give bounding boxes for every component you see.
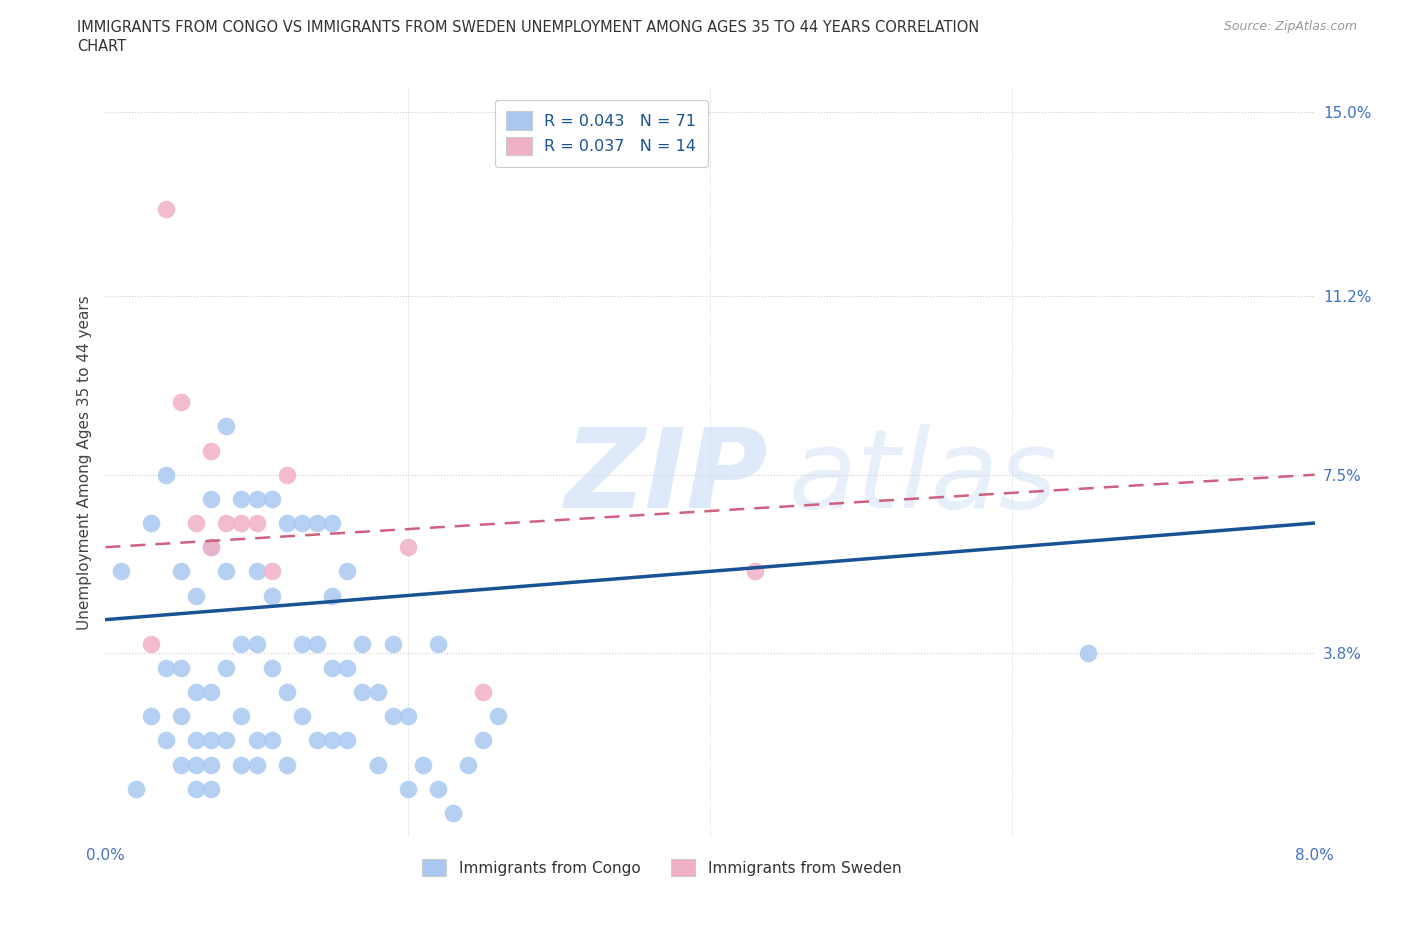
Point: [427, 781, 450, 796]
Point: [291, 636, 314, 651]
Point: [307, 636, 329, 651]
Point: [170, 564, 193, 578]
Point: [276, 757, 298, 772]
Point: [336, 660, 359, 675]
Point: [260, 588, 283, 603]
Point: [200, 491, 222, 506]
Point: [231, 709, 253, 724]
Point: [139, 515, 162, 530]
Y-axis label: Unemployment Among Ages 35 to 44 years: Unemployment Among Ages 35 to 44 years: [76, 296, 91, 630]
Point: [336, 564, 359, 578]
Point: [246, 733, 269, 748]
Point: [472, 684, 495, 699]
Point: [170, 757, 193, 772]
Point: [231, 515, 253, 530]
Point: [307, 515, 329, 530]
Point: [260, 491, 283, 506]
Point: [396, 539, 419, 554]
Text: Source: ZipAtlas.com: Source: ZipAtlas.com: [1223, 20, 1357, 33]
Point: [276, 515, 298, 530]
Point: [110, 564, 132, 578]
Point: [231, 636, 253, 651]
Point: [427, 636, 450, 651]
Legend: Immigrants from Congo, Immigrants from Sweden: Immigrants from Congo, Immigrants from S…: [413, 849, 911, 885]
Text: atlas: atlas: [789, 424, 1057, 531]
Point: [352, 636, 374, 651]
Point: [200, 733, 222, 748]
Point: [155, 202, 177, 217]
Point: [215, 564, 238, 578]
Point: [488, 709, 510, 724]
Point: [186, 588, 208, 603]
Point: [200, 539, 222, 554]
Point: [139, 709, 162, 724]
Point: [472, 733, 495, 748]
Point: [200, 684, 222, 699]
Text: CHART: CHART: [77, 39, 127, 54]
Point: [246, 636, 269, 651]
Point: [260, 733, 283, 748]
Point: [155, 467, 177, 482]
Point: [366, 684, 388, 699]
Point: [186, 781, 208, 796]
Point: [215, 733, 238, 748]
Text: ZIP: ZIP: [565, 424, 769, 531]
Point: [155, 733, 177, 748]
Point: [155, 660, 177, 675]
Point: [246, 491, 269, 506]
Point: [200, 757, 222, 772]
Point: [276, 467, 298, 482]
Point: [321, 515, 343, 530]
Point: [124, 781, 148, 796]
Point: [231, 491, 253, 506]
Point: [170, 395, 193, 410]
Point: [246, 515, 269, 530]
Text: IMMIGRANTS FROM CONGO VS IMMIGRANTS FROM SWEDEN UNEMPLOYMENT AMONG AGES 35 TO 44: IMMIGRANTS FROM CONGO VS IMMIGRANTS FROM…: [77, 20, 980, 35]
Point: [352, 684, 374, 699]
Point: [381, 709, 404, 724]
Point: [321, 733, 343, 748]
Point: [412, 757, 434, 772]
Point: [291, 515, 314, 530]
Point: [321, 660, 343, 675]
Point: [139, 636, 162, 651]
Point: [246, 564, 269, 578]
Point: [231, 757, 253, 772]
Point: [186, 757, 208, 772]
Point: [246, 757, 269, 772]
Point: [396, 709, 419, 724]
Point: [200, 781, 222, 796]
Point: [186, 515, 208, 530]
Point: [215, 660, 238, 675]
Point: [186, 733, 208, 748]
Point: [186, 684, 208, 699]
Point: [396, 781, 419, 796]
Point: [1077, 646, 1099, 661]
Point: [744, 564, 766, 578]
Point: [215, 515, 238, 530]
Point: [307, 733, 329, 748]
Point: [457, 757, 479, 772]
Point: [366, 757, 388, 772]
Point: [200, 539, 222, 554]
Point: [170, 660, 193, 675]
Point: [321, 588, 343, 603]
Point: [170, 709, 193, 724]
Point: [260, 564, 283, 578]
Point: [336, 733, 359, 748]
Point: [381, 636, 404, 651]
Point: [291, 709, 314, 724]
Point: [441, 805, 464, 820]
Point: [200, 444, 222, 458]
Point: [215, 419, 238, 434]
Point: [276, 684, 298, 699]
Point: [260, 660, 283, 675]
